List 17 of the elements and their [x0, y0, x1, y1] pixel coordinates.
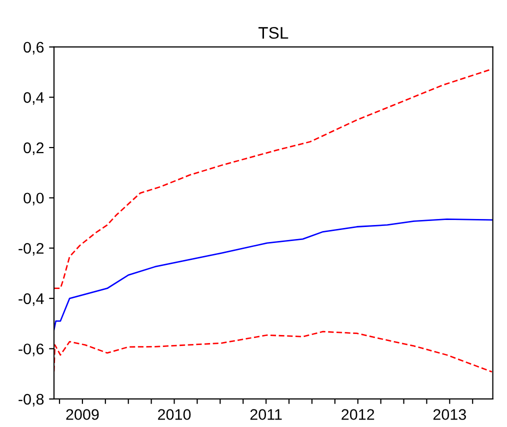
y-tick-label: 0,6	[24, 42, 44, 54]
line-series	[54, 330, 493, 373]
y-tick-label: 0,4	[24, 92, 44, 105]
y-tick-label: -0,6	[18, 344, 44, 356]
line-series	[54, 218, 493, 331]
y-tick-label: -0,2	[18, 242, 44, 256]
x-tick-label: 2012	[342, 409, 374, 420]
y-tick-label: 0,0	[24, 192, 44, 206]
chart-title: TSL	[258, 27, 288, 39]
x-tick-label: 2013	[433, 409, 466, 420]
y-tick-label: -0,4	[18, 293, 44, 306]
x-tick-label: 2011	[250, 409, 282, 420]
y-tick-label: 0,2	[24, 142, 44, 156]
x-tick-label: 2010	[158, 409, 191, 420]
x-tick-label: 2009	[66, 409, 99, 420]
line-series	[54, 68, 493, 290]
y-tick-label: -0,8	[18, 394, 44, 406]
